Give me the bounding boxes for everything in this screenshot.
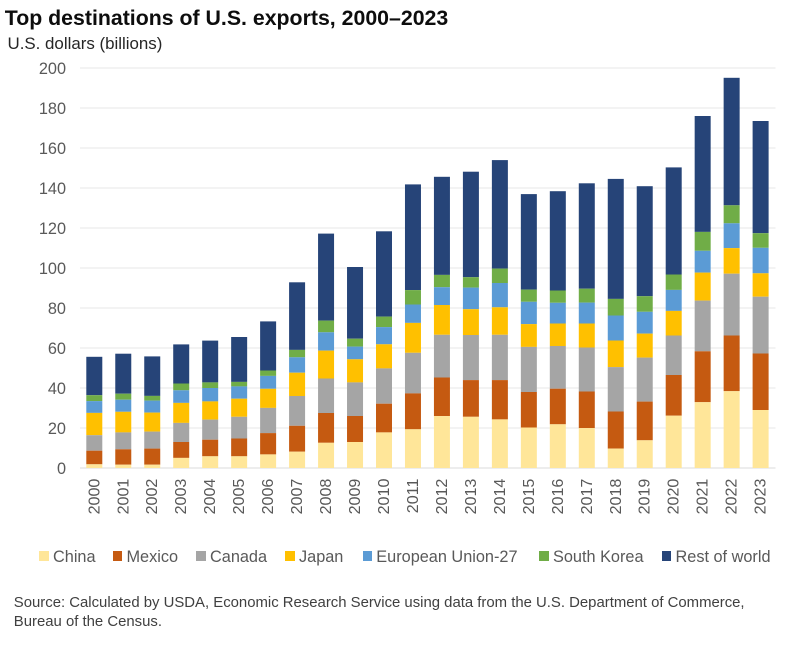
svg-text:2000: 2000 [85,479,103,515]
svg-text:2017: 2017 [578,479,596,515]
svg-text:0: 0 [57,460,66,478]
svg-text:2001: 2001 [114,479,132,515]
svg-text:2016: 2016 [549,479,567,515]
svg-text:2003: 2003 [172,479,190,515]
svg-text:80: 80 [48,300,66,318]
svg-text:2020: 2020 [665,479,683,515]
svg-text:2018: 2018 [607,479,625,515]
svg-text:2011: 2011 [404,479,422,514]
svg-text:20: 20 [48,420,66,438]
svg-text:140: 140 [39,180,66,198]
svg-text:2002: 2002 [143,479,161,515]
svg-text:2004: 2004 [201,479,219,515]
svg-text:180: 180 [39,100,66,118]
svg-text:2022: 2022 [723,479,741,515]
svg-text:2013: 2013 [462,479,480,515]
svg-text:200: 200 [39,60,66,78]
svg-text:100: 100 [39,260,66,278]
svg-text:40: 40 [48,380,66,398]
svg-text:120: 120 [39,220,66,238]
svg-text:2005: 2005 [230,479,248,515]
svg-text:2006: 2006 [259,479,277,515]
svg-text:2021: 2021 [694,479,712,515]
svg-text:2008: 2008 [317,479,335,515]
svg-text:2015: 2015 [520,479,538,515]
svg-text:2019: 2019 [636,479,654,515]
svg-text:160: 160 [39,140,66,158]
svg-text:60: 60 [48,340,66,358]
svg-text:2010: 2010 [375,479,393,515]
svg-text:2012: 2012 [433,479,451,515]
svg-text:2009: 2009 [346,479,364,515]
svg-text:2007: 2007 [288,479,306,515]
svg-text:2023: 2023 [752,479,770,515]
svg-text:2014: 2014 [491,479,509,515]
